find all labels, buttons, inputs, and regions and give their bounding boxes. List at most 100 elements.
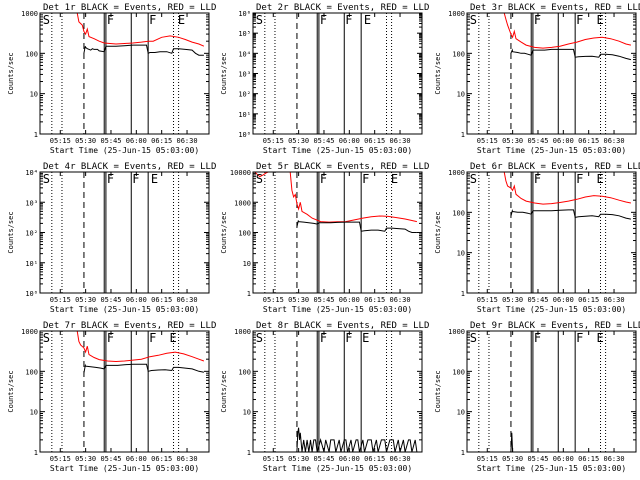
x-tick-label: 05:15 bbox=[263, 296, 284, 304]
y-tick-label: 10² bbox=[238, 91, 251, 99]
events-series-line bbox=[510, 432, 514, 453]
x-tick-label: 05:45 bbox=[100, 137, 121, 145]
plot-frame bbox=[466, 12, 637, 135]
phase-marker: F bbox=[107, 331, 114, 345]
x-tick-label: 05:45 bbox=[100, 455, 121, 463]
phase-marker: E bbox=[596, 172, 603, 186]
phase-marker: E bbox=[151, 172, 158, 186]
x-tick-label: 06:15 bbox=[151, 455, 172, 463]
events-series-line bbox=[296, 427, 418, 453]
x-axis-label: Start Time (25-Jun-15 05:03:00) bbox=[50, 464, 199, 473]
plot-frame bbox=[252, 12, 423, 135]
phase-marker: F bbox=[345, 13, 352, 27]
x-axis-label: Start Time (25-Jun-15 05:03:00) bbox=[477, 146, 626, 155]
x-tick-label: 05:30 bbox=[502, 137, 523, 145]
phase-marker: E bbox=[364, 13, 371, 27]
y-tick-label: 10⁰ bbox=[238, 131, 251, 139]
y-tick-label: 10³ bbox=[25, 199, 38, 207]
y-tick-label: 100 bbox=[452, 209, 465, 217]
events-series-line bbox=[83, 44, 204, 56]
y-tick-label: 1 bbox=[461, 449, 465, 457]
y-tick-label: 1000 bbox=[21, 10, 38, 18]
plot-frame bbox=[466, 330, 637, 453]
y-axis-label: Counts/sec bbox=[220, 211, 228, 253]
y-tick-label: 100 bbox=[452, 50, 465, 58]
x-tick-label: 05:45 bbox=[527, 137, 548, 145]
y-tick-label: 10 bbox=[30, 91, 38, 99]
x-axis-label: Start Time (25-Jun-15 05:03:00) bbox=[477, 464, 626, 473]
x-tick-label: 06:00 bbox=[339, 296, 360, 304]
phase-marker: S bbox=[470, 172, 477, 186]
phase-marker: S bbox=[470, 331, 477, 345]
y-axis-label: Counts/sec bbox=[7, 370, 15, 412]
y-tick-label: 10 bbox=[457, 250, 465, 258]
y-tick-label: 100 bbox=[238, 230, 251, 238]
plot-frame bbox=[39, 171, 210, 294]
phase-marker: E bbox=[169, 331, 176, 345]
x-tick-label: 06:00 bbox=[339, 455, 360, 463]
phase-marker: F bbox=[534, 13, 541, 27]
x-tick-label: 05:30 bbox=[75, 137, 96, 145]
phase-marker: E bbox=[391, 172, 398, 186]
y-tick-label: 100 bbox=[238, 368, 251, 376]
phase-marker: F bbox=[149, 331, 156, 345]
chart-title: Det 9r BLACK = Events, RED = LLD bbox=[470, 321, 640, 331]
x-tick-label: 06:15 bbox=[578, 296, 599, 304]
chart-title: Det 6r BLACK = Events, RED = LLD bbox=[470, 162, 640, 172]
y-tick-label: 1000 bbox=[448, 10, 465, 18]
x-tick-label: 05:15 bbox=[477, 296, 498, 304]
chart-title: Det 4r BLACK = Events, RED = LLD bbox=[43, 162, 216, 172]
phase-marker: S bbox=[470, 13, 477, 27]
x-tick-label: 05:15 bbox=[477, 455, 498, 463]
y-tick-label: 10⁴ bbox=[238, 50, 251, 58]
events-series-line bbox=[510, 48, 632, 61]
x-tick-label: 05:15 bbox=[263, 455, 284, 463]
y-tick-label: 10¹ bbox=[238, 111, 251, 119]
phase-marker: F bbox=[534, 331, 541, 345]
phase-marker: F bbox=[320, 172, 327, 186]
phase-marker: S bbox=[43, 331, 50, 345]
x-tick-label: 06:15 bbox=[364, 137, 385, 145]
lld-series-line bbox=[76, 12, 205, 47]
x-tick-label: 06:00 bbox=[126, 137, 147, 145]
y-tick-label: 10 bbox=[457, 409, 465, 417]
chart-title: Det 2r BLACK = Events, RED = LLD bbox=[256, 3, 429, 13]
phase-marker: F bbox=[107, 172, 114, 186]
x-tick-label: 06:00 bbox=[553, 137, 574, 145]
x-tick-label: 05:30 bbox=[75, 455, 96, 463]
y-tick-label: 100 bbox=[452, 368, 465, 376]
phase-marker: F bbox=[534, 172, 541, 186]
phase-marker: F bbox=[576, 331, 583, 345]
y-tick-label: 10 bbox=[457, 91, 465, 99]
lld-series-line bbox=[503, 12, 632, 49]
y-tick-label: 1000 bbox=[234, 328, 251, 336]
y-tick-label: 1 bbox=[461, 290, 465, 298]
chart-title: Det 5r BLACK = Events, RED = LLD bbox=[256, 162, 429, 172]
y-tick-label: 1000 bbox=[448, 328, 465, 336]
phase-marker: S bbox=[43, 172, 50, 186]
x-axis-label: Start Time (25-Jun-15 05:03:00) bbox=[263, 146, 412, 155]
events-series-line bbox=[510, 209, 631, 220]
y-tick-label: 100 bbox=[25, 368, 38, 376]
x-tick-label: 06:15 bbox=[578, 137, 599, 145]
events-series-line bbox=[83, 363, 204, 374]
y-axis-label: Counts/sec bbox=[434, 211, 442, 253]
x-tick-label: 05:45 bbox=[100, 296, 121, 304]
x-axis-label: Start Time (25-Jun-15 05:03:00) bbox=[50, 146, 199, 155]
x-tick-label: 06:30 bbox=[389, 137, 410, 145]
phase-marker: E bbox=[362, 331, 369, 345]
phase-marker: F bbox=[362, 172, 369, 186]
y-tick-label: 10 bbox=[30, 409, 38, 417]
y-tick-label: 10000 bbox=[230, 169, 251, 177]
x-tick-label: 06:30 bbox=[603, 296, 624, 304]
x-tick-label: 06:00 bbox=[126, 296, 147, 304]
y-axis-label: Counts/sec bbox=[220, 52, 228, 94]
x-tick-label: 05:30 bbox=[288, 137, 309, 145]
x-tick-label: 06:30 bbox=[176, 137, 197, 145]
y-tick-label: 10³ bbox=[238, 71, 251, 79]
chart-title: Det 7r BLACK = Events, RED = LLD bbox=[43, 321, 216, 331]
